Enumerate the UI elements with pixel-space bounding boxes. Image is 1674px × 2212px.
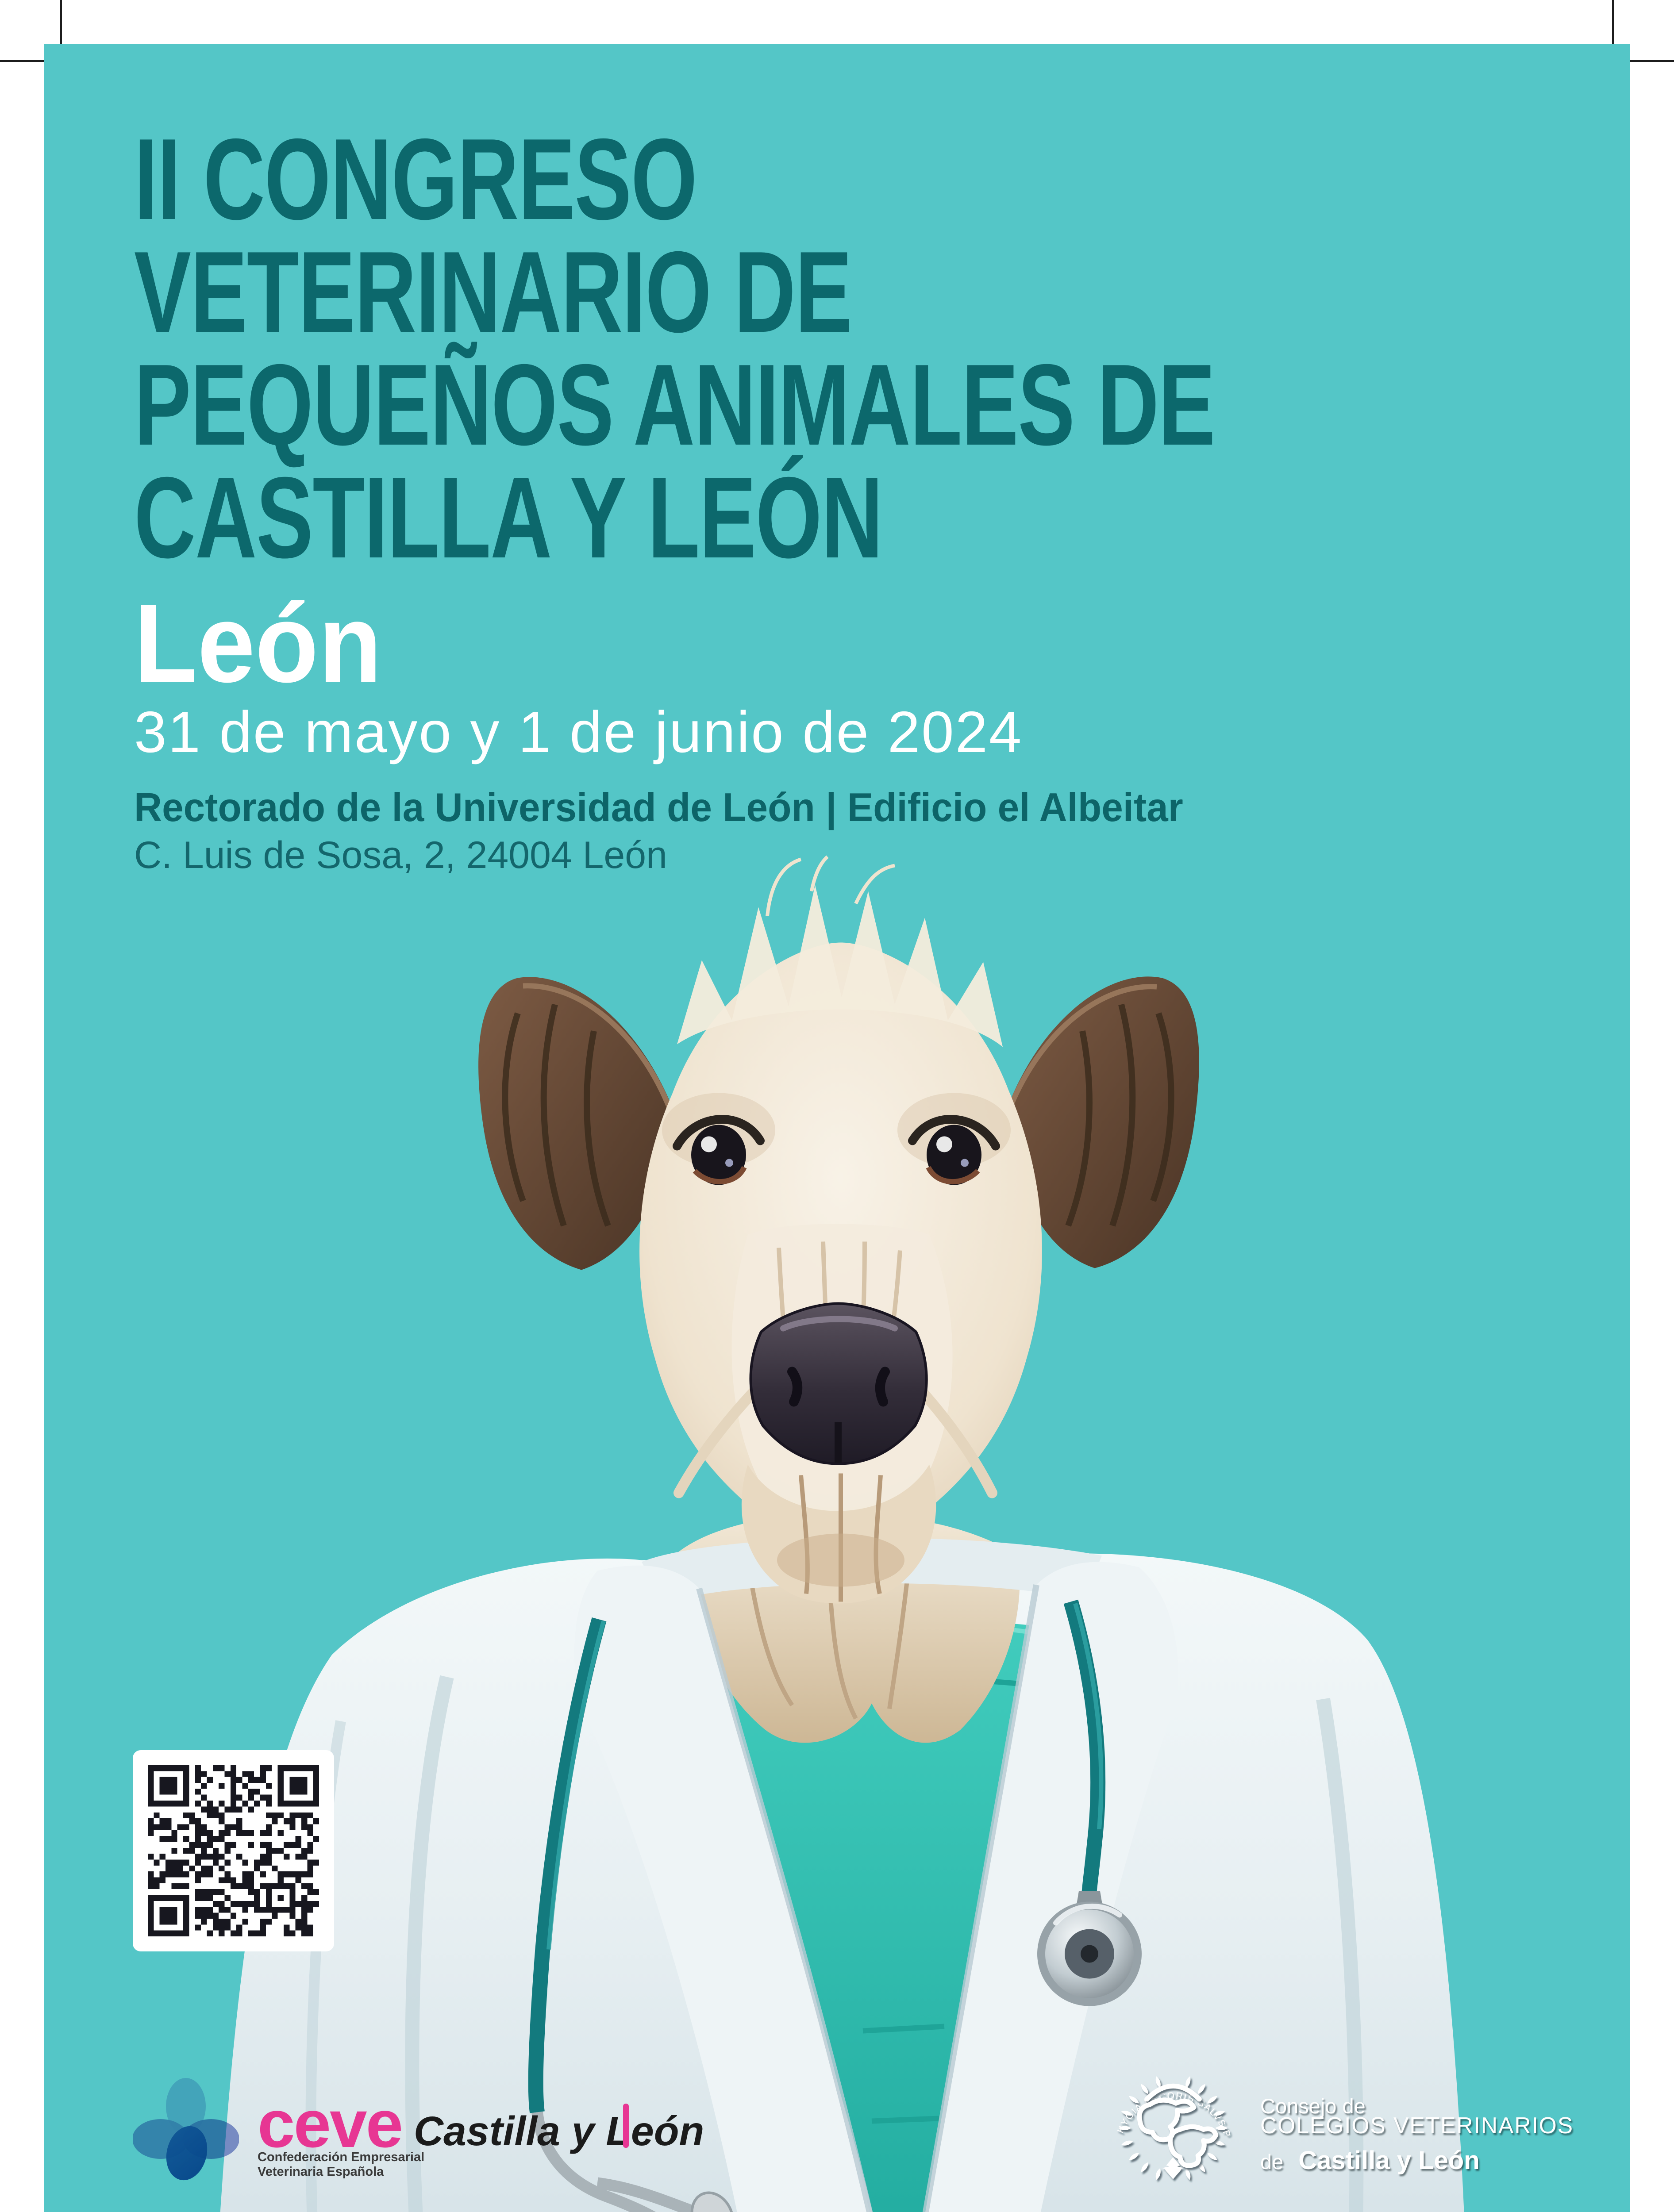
crop-mark (0, 60, 50, 62)
title-line-1: II CONGRESO (134, 115, 697, 244)
ceve-pink-bar (623, 2104, 629, 2148)
consejo-line-3-region: Castilla y León (1298, 2146, 1480, 2175)
ceve-flower-logo (133, 2078, 239, 2181)
title-line-3: PEQUEÑOS ANIMALES DE (134, 341, 1216, 469)
address-line: C. Luis de Sosa, 2, 24004 León (134, 834, 667, 876)
ceve-subtitle: Confederación Empresarial Veterinaria Es… (258, 2150, 424, 2179)
ceve-region-label: Castilla y León (414, 2108, 704, 2154)
qr-code (133, 1750, 334, 1951)
crop-mark (1612, 0, 1614, 50)
dog-veterinarian-illustration (220, 855, 1464, 2212)
crop-mark (1624, 60, 1674, 62)
event-dates: 31 de mayo y 1 de junio de 2024 (134, 699, 1023, 764)
title-line-2: VETERINARIO DE (134, 228, 852, 357)
qr-code-pattern (148, 1765, 319, 1936)
title-line-4: CASTILLA Y LEÓN (134, 453, 883, 582)
ceve-subtitle-line-1: Confederación Empresarial (258, 2150, 425, 2164)
consejo-line-2: COLEGIOS VETERINARIOS (1260, 2113, 1574, 2139)
ceve-subtitle-line-2: Veterinaria Española (258, 2165, 384, 2179)
poster-artwork: II CONGRESO VETERINARIO DE PEQUEÑOS ANIM… (44, 44, 1630, 2212)
poster-title: II CONGRESO VETERINARIO DE PEQUEÑOS ANIM… (134, 115, 1216, 582)
ceve-wordmark: ceve (258, 2086, 403, 2162)
city-name: León (134, 581, 382, 706)
consejo-line-3: de Castilla y León (1260, 2146, 1480, 2175)
venue-line: Rectorado de la Universidad de León | Ed… (134, 785, 1183, 830)
consejo-line-1: Consejo de (1260, 2094, 1366, 2118)
crop-mark (60, 0, 62, 50)
veterinary-council-emblem: HYGIA PECORIS SALVS POPVLI (1104, 2055, 1231, 2181)
consejo-line-3-prefix: de (1260, 2150, 1284, 2174)
